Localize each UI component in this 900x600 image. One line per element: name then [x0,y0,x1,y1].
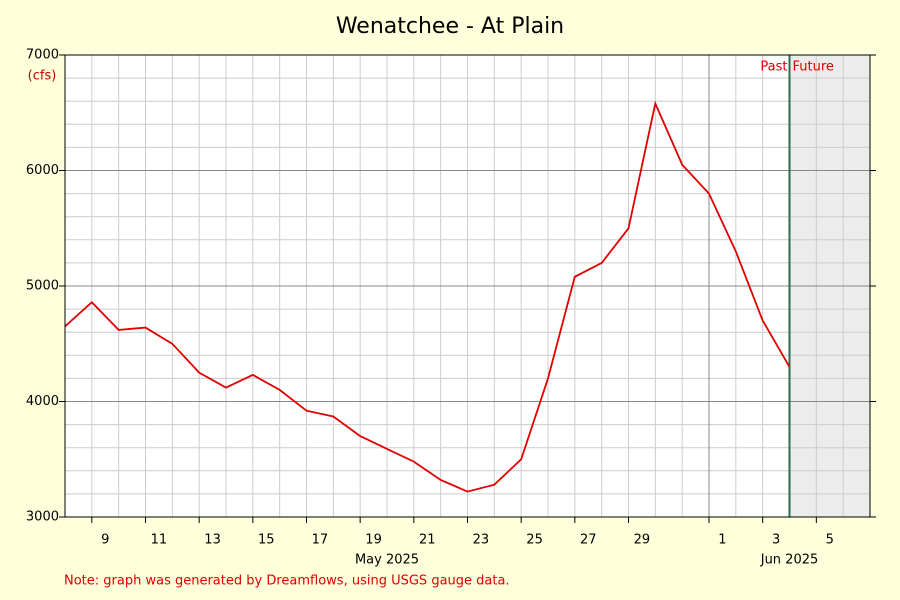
x-tick-label: 29 [634,533,651,548]
future-label: Future [793,60,834,75]
x-tick-label: 13 [204,533,221,548]
chart-title: Wenatchee - At Plain [336,14,564,39]
plot-frame [64,54,871,518]
x-tick-label: 11 [151,533,168,548]
x-tick-label: 3 [772,533,780,548]
month-label: Jun 2025 [760,553,819,568]
x-tick-label: 21 [419,533,436,548]
x-tick-label: 1 [718,533,726,548]
past-label: Past [760,60,787,75]
x-tick-label: 17 [312,533,329,548]
x-tick-label: 25 [526,533,543,548]
x-tick-label: 5 [826,533,834,548]
flow-line [64,100,791,493]
y-tick-label: 7000 [26,48,59,63]
y-tick-label: 6000 [26,163,59,178]
x-tick-label: 9 [101,533,109,548]
x-tick-label: 15 [258,533,275,548]
y-tick-label: 4000 [26,394,59,409]
y-unit: (cfs) [28,69,57,84]
note: Note: graph was generated by Dreamflows,… [64,574,510,589]
x-tick-label: 23 [473,533,490,548]
month-label: May 2025 [355,553,419,568]
x-tick-label: 19 [365,533,382,548]
y-tick-label: 3000 [26,510,59,525]
x-tick-label: 27 [580,533,597,548]
y-tick-label: 5000 [26,279,59,294]
